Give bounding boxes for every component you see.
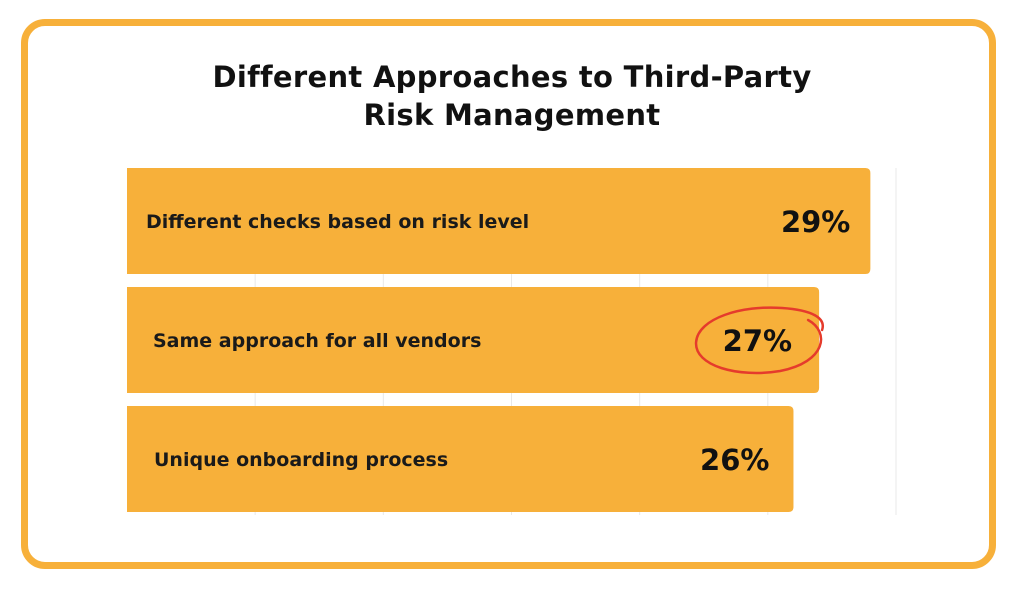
bar-category-label: Same approach for all vendors bbox=[153, 330, 481, 352]
bar-value-label: 26% bbox=[700, 443, 769, 477]
bar bbox=[127, 287, 820, 393]
bar-value-label: 27% bbox=[723, 324, 792, 358]
chart-title-line-1: Different Approaches to Third-Party bbox=[212, 60, 812, 94]
bar bbox=[127, 168, 871, 274]
chart-title: Different Approaches to Third-Party Risk… bbox=[0, 58, 1024, 134]
highlight-circle bbox=[694, 306, 824, 375]
bar-group: Same approach for all vendors 27% bbox=[127, 287, 824, 393]
bar-value-label: 29% bbox=[781, 205, 850, 239]
bar-group: Different checks based on risk level 29% bbox=[127, 168, 871, 274]
bar-group: Unique onboarding process 26% bbox=[127, 406, 794, 512]
bar bbox=[127, 406, 794, 512]
chart-title-line-2: Risk Management bbox=[363, 98, 661, 132]
bar-category-label: Unique onboarding process bbox=[154, 449, 448, 471]
bar-category-label: Different checks based on risk level bbox=[146, 211, 529, 233]
bars: Different checks based on risk level 29% S… bbox=[127, 168, 871, 512]
